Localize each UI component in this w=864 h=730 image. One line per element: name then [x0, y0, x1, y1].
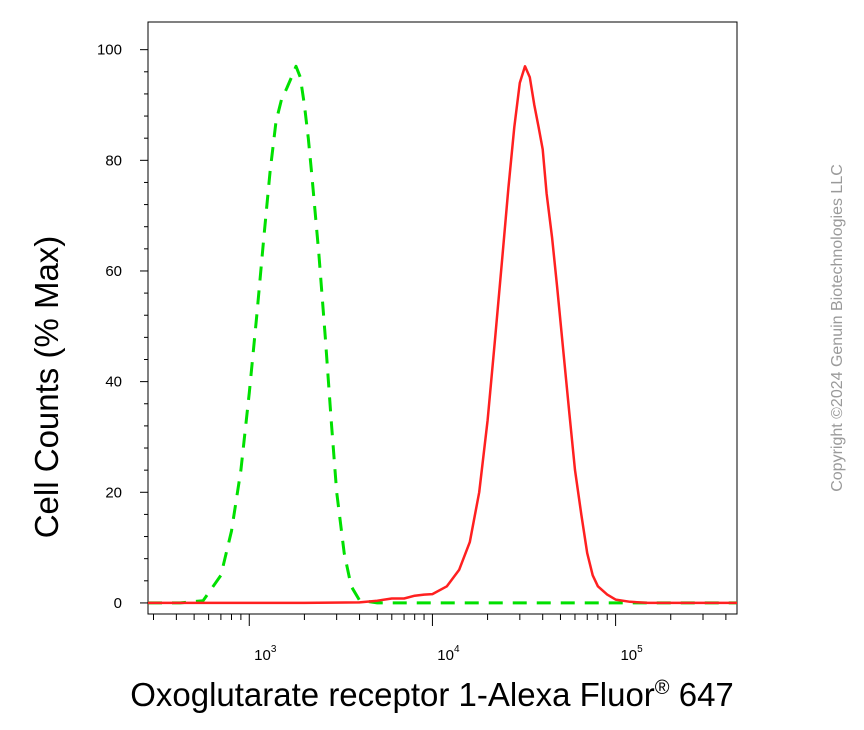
sample-curve: [148, 65, 737, 605]
plot-frame: [147, 21, 738, 615]
isotype-control-curve: [148, 64, 737, 605]
x-axis-label-registered: ®: [655, 677, 670, 699]
y-axis-label: Cell Counts (% Max): [28, 236, 65, 539]
x-axis-ticks: 103 104 105: [152, 614, 727, 664]
y-tick-label: 0: [114, 595, 122, 612]
series-layer: [148, 64, 737, 605]
x-tick-label: 105: [620, 644, 643, 664]
x-tick-base: 10: [620, 647, 637, 664]
y-tick-label: 40: [105, 374, 122, 391]
x-tick-base: 10: [437, 647, 454, 664]
x-tick-exponent: 4: [454, 644, 460, 655]
x-tick-label: 104: [437, 644, 460, 664]
x-axis-label-suffix: 647: [670, 676, 734, 713]
x-tick-base: 10: [254, 647, 271, 664]
x-tick-label: 103: [254, 644, 277, 664]
x-tick-exponent: 3: [271, 644, 277, 655]
x-tick-exponent: 5: [637, 644, 643, 655]
x-axis-label-main: Oxoglutarate receptor 1-Alexa Fluor: [130, 676, 655, 713]
y-tick-label: 60: [105, 263, 122, 280]
x-axis-label: Oxoglutarate receptor 1-Alexa Fluor® 647: [130, 676, 734, 713]
y-tick-label: 80: [105, 152, 122, 169]
y-tick-label: 100: [97, 42, 122, 59]
y-tick-label: 20: [105, 484, 122, 501]
copyright-watermark: Copyright ©2024 Genuin Biotechnologies L…: [829, 164, 846, 492]
y-axis-ticks: 0 20 40 60 80 100: [97, 42, 148, 612]
